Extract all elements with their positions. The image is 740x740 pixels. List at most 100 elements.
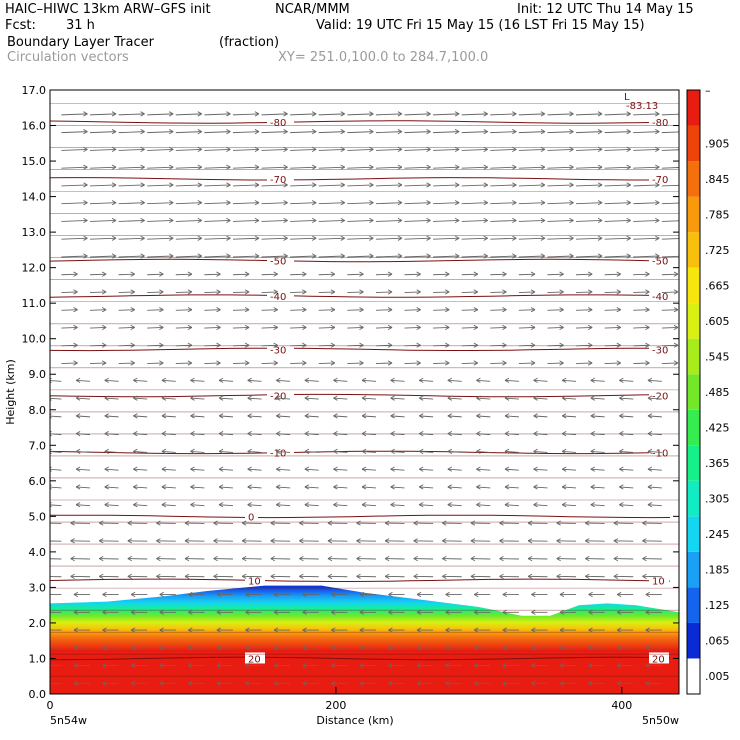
circulation-vector xyxy=(419,504,434,507)
circulation-vector-head xyxy=(476,377,481,383)
circulation-vector xyxy=(404,291,421,293)
temperature-contour xyxy=(50,347,670,352)
circulation-vector-head xyxy=(561,377,567,383)
circulation-vector xyxy=(490,148,517,151)
circulation-vector xyxy=(518,220,545,222)
circulation-vector-head xyxy=(190,413,195,419)
circulation-vector xyxy=(419,468,434,471)
temperature-contour-label: -10 xyxy=(652,448,668,459)
circulation-vector-head xyxy=(483,235,488,241)
circulation-vector xyxy=(362,379,376,382)
circulation-vector-head xyxy=(442,538,447,544)
circulation-vector-head xyxy=(133,377,138,383)
circulation-vector-head xyxy=(302,662,307,669)
circulation-vector xyxy=(61,291,78,293)
circulation-vector xyxy=(604,220,631,222)
circulation-vector-head xyxy=(445,360,450,366)
circulation-vector xyxy=(318,113,345,116)
circulation-vector-head xyxy=(369,129,374,135)
circulation-vector-head xyxy=(99,538,104,544)
circulation-vector-head xyxy=(101,307,107,313)
circulation-vector-head xyxy=(397,111,403,117)
circulation-vector xyxy=(619,433,634,436)
circulation-vector-head xyxy=(359,342,364,348)
circulation-vector xyxy=(661,273,678,276)
circulation-vector-head xyxy=(299,520,304,526)
circulation-vector-head xyxy=(73,591,79,598)
circulation-vector xyxy=(333,450,348,453)
circulation-vector-head xyxy=(533,377,538,383)
circulation-vector-head xyxy=(304,502,310,508)
contour-label-mask xyxy=(267,389,294,401)
temperature-contour xyxy=(50,514,671,519)
circulation-vector-head xyxy=(619,502,624,508)
circulation-vector-head xyxy=(213,538,218,544)
circulation-vector-head xyxy=(483,111,488,117)
circulation-vector xyxy=(290,148,317,151)
circulation-vector xyxy=(261,113,288,116)
circulation-vector xyxy=(461,273,478,276)
circulation-vector-head xyxy=(359,324,364,331)
circulation-vector xyxy=(518,184,545,187)
x-axis-label: Distance (km) xyxy=(316,714,393,727)
circulation-vector-head xyxy=(168,111,174,117)
circulation-vector-head xyxy=(527,538,533,544)
circulation-vector xyxy=(347,202,374,205)
circulation-vector xyxy=(447,486,462,489)
circulation-vector-head xyxy=(311,200,317,206)
circulation-vector-head xyxy=(276,395,281,401)
circulation-vector xyxy=(247,486,262,489)
circulation-vector-head xyxy=(655,146,660,152)
circulation-vector-head xyxy=(159,289,164,295)
circulation-vector-head xyxy=(333,377,338,383)
circulation-vector-head xyxy=(390,395,395,401)
circulation-vector xyxy=(204,148,231,151)
contour-label-mask xyxy=(649,446,676,458)
circulation-vector xyxy=(118,344,135,347)
circulation-vector xyxy=(490,273,507,276)
circulation-vector xyxy=(118,362,135,365)
circulation-vector xyxy=(147,273,164,276)
circulation-vector xyxy=(204,362,221,365)
circulation-vector-head xyxy=(616,324,621,331)
circulation-vector xyxy=(490,326,507,329)
circulation-vector xyxy=(661,326,678,329)
circulation-vector-head xyxy=(626,182,631,188)
circulation-vector-head xyxy=(416,289,421,295)
circulation-vector xyxy=(90,344,107,347)
temperature-contour-label: -40 xyxy=(652,292,668,303)
circulation-vector-head xyxy=(502,360,507,366)
circulation-vector xyxy=(90,237,117,240)
circulation-vector-head xyxy=(531,591,536,598)
circulation-vector-head xyxy=(340,129,345,135)
circulation-vector-head xyxy=(356,538,361,544)
circulation-vector-head xyxy=(213,573,218,579)
circulation-vector-head xyxy=(442,555,447,562)
circulation-vector-head xyxy=(447,502,453,508)
circulation-vector-head xyxy=(533,502,538,508)
circulation-vector-head xyxy=(184,538,190,544)
circulation-vector-head xyxy=(340,111,345,117)
circulation-vector xyxy=(633,309,650,311)
circulation-vector xyxy=(375,148,402,151)
circulation-vector xyxy=(619,450,634,453)
circulation-vector-head xyxy=(616,662,622,669)
circulation-vector xyxy=(461,362,478,365)
circulation-vector-head xyxy=(361,431,367,437)
circulation-vector-head xyxy=(426,129,431,135)
circulation-vector xyxy=(390,433,405,436)
circulation-vector xyxy=(504,468,519,471)
circulation-vector-head xyxy=(50,431,52,437)
circulation-vector-head xyxy=(75,395,81,401)
circulation-vector-head xyxy=(226,217,231,224)
circulation-vector-head xyxy=(331,627,336,633)
colorbar-label: .485 xyxy=(705,386,730,399)
circulation-vector-head xyxy=(442,573,447,579)
circulation-vector-head xyxy=(445,271,450,277)
circulation-vector-head xyxy=(340,164,345,170)
circulation-vector xyxy=(547,113,574,116)
circulation-vector xyxy=(547,273,564,276)
circulation-vector-head xyxy=(445,342,450,348)
circulation-vector xyxy=(175,309,192,311)
colorbar-swatch xyxy=(687,267,700,304)
